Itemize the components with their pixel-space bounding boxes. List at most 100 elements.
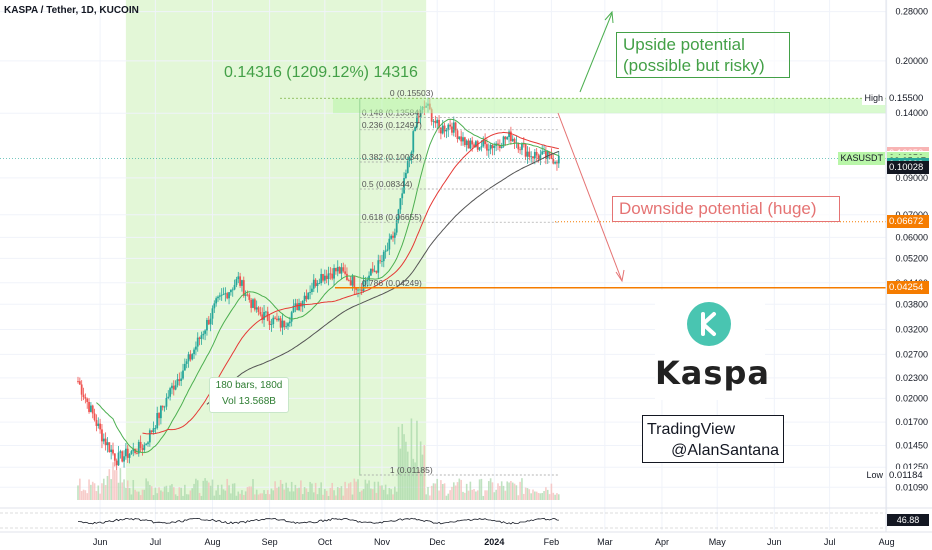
downside-annotation[interactable]: Downside potential (huge) xyxy=(612,196,840,222)
volume-bar xyxy=(104,485,107,500)
volume-bar xyxy=(432,483,435,500)
volume-bar xyxy=(233,483,236,500)
candle-body xyxy=(196,337,199,347)
candle-body xyxy=(504,136,507,140)
candle-body xyxy=(449,124,452,127)
candle-body xyxy=(414,127,417,132)
y-tick-label: 0.03800 xyxy=(895,299,928,309)
volume-bar xyxy=(272,490,275,500)
candle-body xyxy=(115,460,118,466)
candle-body xyxy=(121,451,124,462)
volume-bar xyxy=(263,490,265,500)
candle-body xyxy=(526,151,529,157)
y-tick-label: 0.07000 xyxy=(895,210,928,220)
candle-body xyxy=(113,453,116,461)
candle-body xyxy=(263,312,265,320)
volume-bar xyxy=(309,481,311,500)
volume-bar xyxy=(318,487,321,500)
volume-bar xyxy=(114,470,116,500)
candle-body xyxy=(296,303,299,311)
volume-bar xyxy=(327,495,330,500)
volume-bar xyxy=(412,458,415,500)
volume-bar xyxy=(425,494,427,500)
volume-bar xyxy=(292,491,295,500)
volume-bar xyxy=(171,484,173,500)
volume-bar xyxy=(471,489,474,500)
volume-bar xyxy=(460,479,462,500)
volume-bar xyxy=(187,494,190,500)
candle-body xyxy=(392,235,394,238)
volume-bar xyxy=(246,487,249,500)
candle-body xyxy=(158,413,160,419)
volume-bar xyxy=(443,483,446,500)
volume-bar xyxy=(401,423,404,500)
candle-body xyxy=(156,413,159,429)
volume-bar xyxy=(226,478,229,500)
candle-body xyxy=(139,441,142,449)
candle-body xyxy=(257,307,260,312)
volume-bar xyxy=(237,491,240,500)
volume-bar xyxy=(541,492,544,500)
candle-body xyxy=(430,109,433,122)
candle-body xyxy=(390,235,393,239)
candle-body xyxy=(338,266,341,274)
volume-bar xyxy=(161,491,164,500)
candle-body xyxy=(462,137,464,142)
candle-body xyxy=(119,451,122,453)
candle-body xyxy=(301,300,304,307)
volume-bar xyxy=(497,483,499,500)
volume-bar xyxy=(119,468,122,500)
candle-body xyxy=(305,295,308,300)
candle-body xyxy=(143,444,146,450)
volume-bar xyxy=(115,470,118,500)
volume-bar xyxy=(88,479,90,500)
candle-body xyxy=(163,406,166,408)
volume-bar xyxy=(209,485,212,500)
tradingview-watermark: TradingView @AlanSantana xyxy=(642,415,784,463)
candle-body xyxy=(454,122,457,131)
candle-body xyxy=(239,276,242,286)
volume-bar xyxy=(152,495,155,500)
volume-bar xyxy=(149,484,151,500)
volume-bar xyxy=(469,481,472,500)
volume-bar xyxy=(364,479,367,500)
volume-bar xyxy=(123,479,125,500)
candle-body xyxy=(224,293,227,295)
candle-body xyxy=(456,130,459,140)
volume-bar xyxy=(147,481,149,500)
candle-body xyxy=(272,317,275,325)
upside-annotation[interactable]: Upside potential (possible but risky) xyxy=(616,32,790,78)
volume-bar xyxy=(95,491,98,500)
candle-body xyxy=(235,279,238,286)
candle-body xyxy=(108,442,111,453)
candle-body xyxy=(246,294,249,296)
candle-body xyxy=(242,280,245,296)
candle-body xyxy=(213,303,216,309)
volume-bar xyxy=(137,491,140,500)
candle-body xyxy=(244,294,247,296)
volume-bar xyxy=(336,487,339,500)
candle-body xyxy=(395,220,398,233)
candle-body xyxy=(327,273,330,280)
candle-body xyxy=(473,144,475,147)
volume-bar xyxy=(117,482,120,500)
candle-body xyxy=(498,144,501,149)
volume-bar xyxy=(331,482,334,500)
volume-bar xyxy=(388,487,391,500)
candle-body xyxy=(541,151,544,155)
volume-bar xyxy=(207,482,210,500)
volume-bar xyxy=(300,480,302,500)
candle-body xyxy=(255,307,258,310)
y-tick-label: 0.20000 xyxy=(895,56,928,66)
candle-body xyxy=(101,429,103,442)
volume-bar xyxy=(371,489,374,500)
volume-bar xyxy=(79,478,81,500)
volume-bar xyxy=(506,481,509,500)
volume-bar xyxy=(241,490,243,500)
volume-bar xyxy=(480,478,483,500)
candle-body xyxy=(112,449,114,454)
volume-bar xyxy=(174,494,177,500)
candle-body xyxy=(486,144,488,151)
volume-bar xyxy=(438,490,440,500)
